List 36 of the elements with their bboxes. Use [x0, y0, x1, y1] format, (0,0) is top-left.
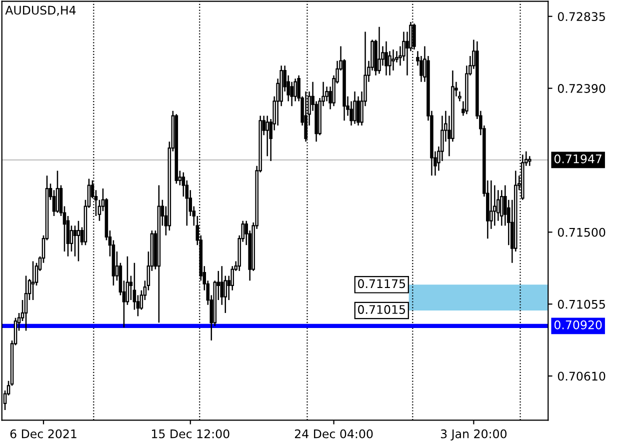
y-tick-label: 0.70610 [558, 372, 606, 381]
candlestick [384, 40, 388, 76]
candlestick [378, 26, 381, 74]
x-tick-label: 15 Dec 12:00 [152, 429, 230, 438]
candlestick [528, 156, 532, 167]
candlestick [294, 78, 297, 102]
x-tick-label: 6 Dec 2021 [10, 429, 76, 438]
candlestick [392, 48, 395, 72]
candlestick [490, 180, 493, 230]
candlestick [388, 50, 392, 76]
candlestick [76, 220, 80, 262]
candlestick [325, 86, 328, 102]
y-tick-label: 0.71500 [558, 228, 606, 237]
candlestick [350, 100, 353, 126]
y-tick-label: 0.71055 [558, 300, 605, 309]
candlestick [356, 96, 360, 126]
chart-title: AUDUSD,H4 [5, 6, 76, 16]
candlestick [24, 275, 28, 332]
candlestick [353, 90, 356, 124]
x-tick-label: 3 Jan 20:00 [440, 429, 507, 440]
candlestick [420, 55, 423, 82]
annotation: 0.71175 [358, 279, 406, 288]
candlestick [73, 225, 77, 258]
candlestick [31, 260, 35, 301]
candlestick [493, 184, 496, 226]
ref-line-label: 0.71947 [554, 154, 602, 164]
y-tick-label: 0.72390 [558, 84, 606, 93]
ref-line-label: 0.70920 [554, 320, 602, 330]
annotation: 0.71015 [358, 305, 406, 314]
candlestick [220, 265, 224, 306]
candlestick [266, 115, 269, 157]
candlestick [496, 190, 500, 222]
y-tick-label: 0.72835 [558, 12, 605, 22]
candlestick [56, 170, 60, 214]
x-tick-label: 24 Dec 04:00 [294, 429, 373, 438]
candlestick [500, 190, 504, 226]
